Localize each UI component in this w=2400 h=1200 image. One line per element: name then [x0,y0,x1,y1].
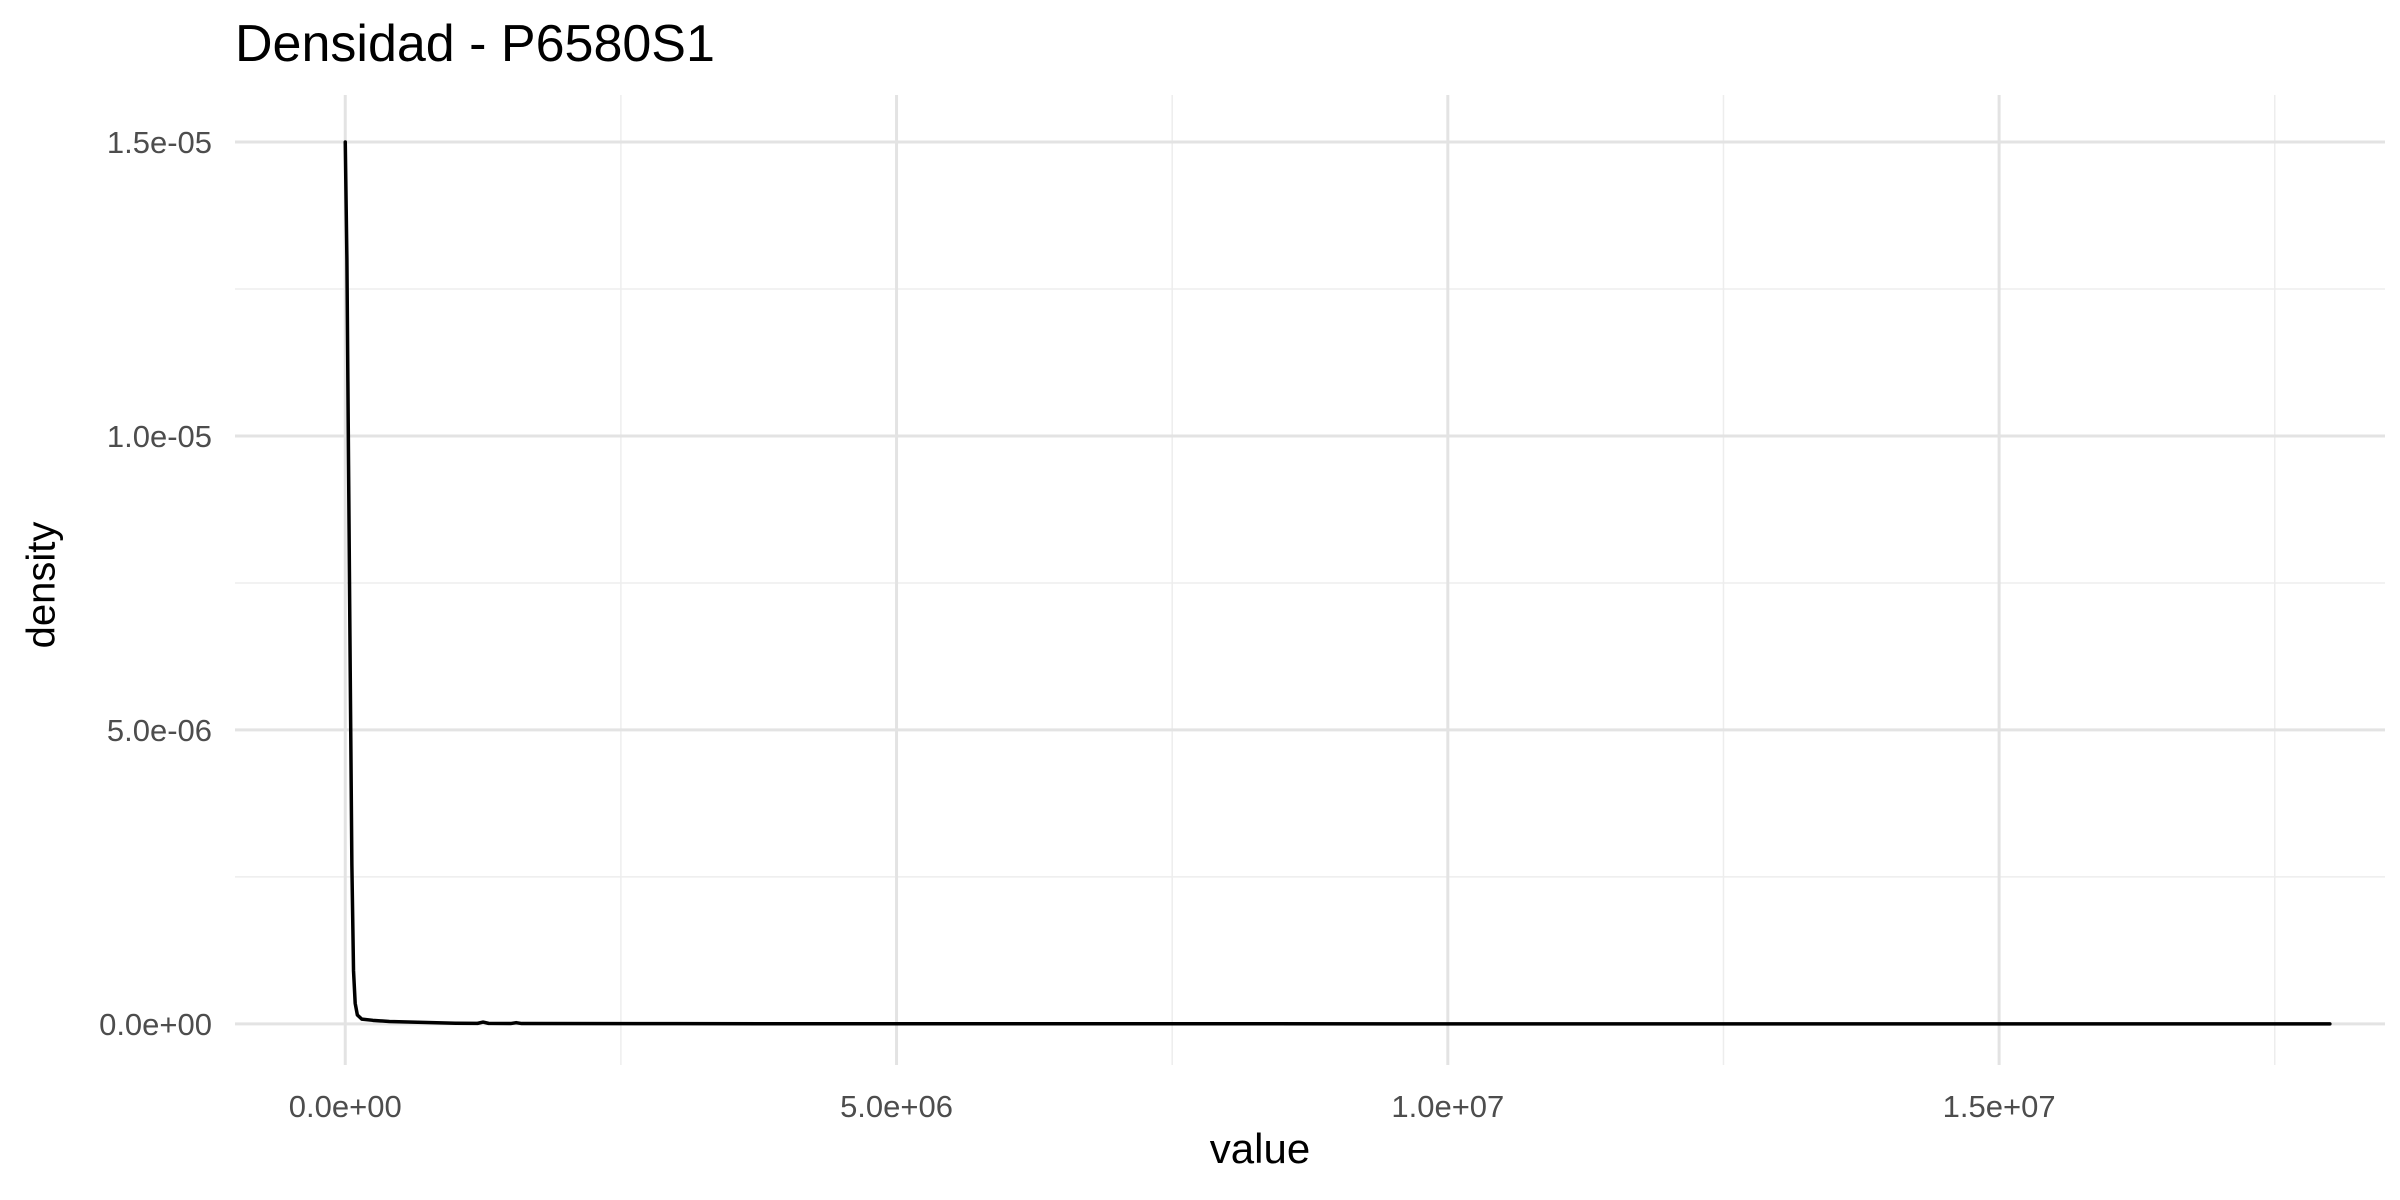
x-tick-label-2: 1.0e+07 [1391,1089,1504,1124]
y-tick-label-2: 1.0e-05 [107,419,212,454]
chart-title: Densidad - P6580S1 [235,15,715,73]
x-tick-label-1: 5.0e+06 [840,1089,953,1124]
series-layer [343,140,2332,1026]
x-tick-label-3: 1.5e+07 [1943,1089,2056,1124]
x-tick-labels: 0.0e+00 5.0e+06 1.0e+07 1.5e+07 [289,1089,2056,1124]
x-tick-label-0: 0.0e+00 [289,1089,402,1124]
y-tick-label-0: 0.0e+00 [99,1007,212,1042]
x-axis-label: value [1209,1125,1311,1172]
y-tick-labels: 0.0e+00 5.0e-06 1.0e-05 1.5e-05 [99,125,212,1042]
y-tick-label-3: 1.5e-05 [107,125,212,160]
minor-gridlines [235,95,2385,1065]
y-axis-label: density [19,521,64,649]
density-line-0 [343,140,2332,1026]
y-tick-label-1: 5.0e-06 [107,713,212,748]
major-gridlines [235,95,2385,1065]
